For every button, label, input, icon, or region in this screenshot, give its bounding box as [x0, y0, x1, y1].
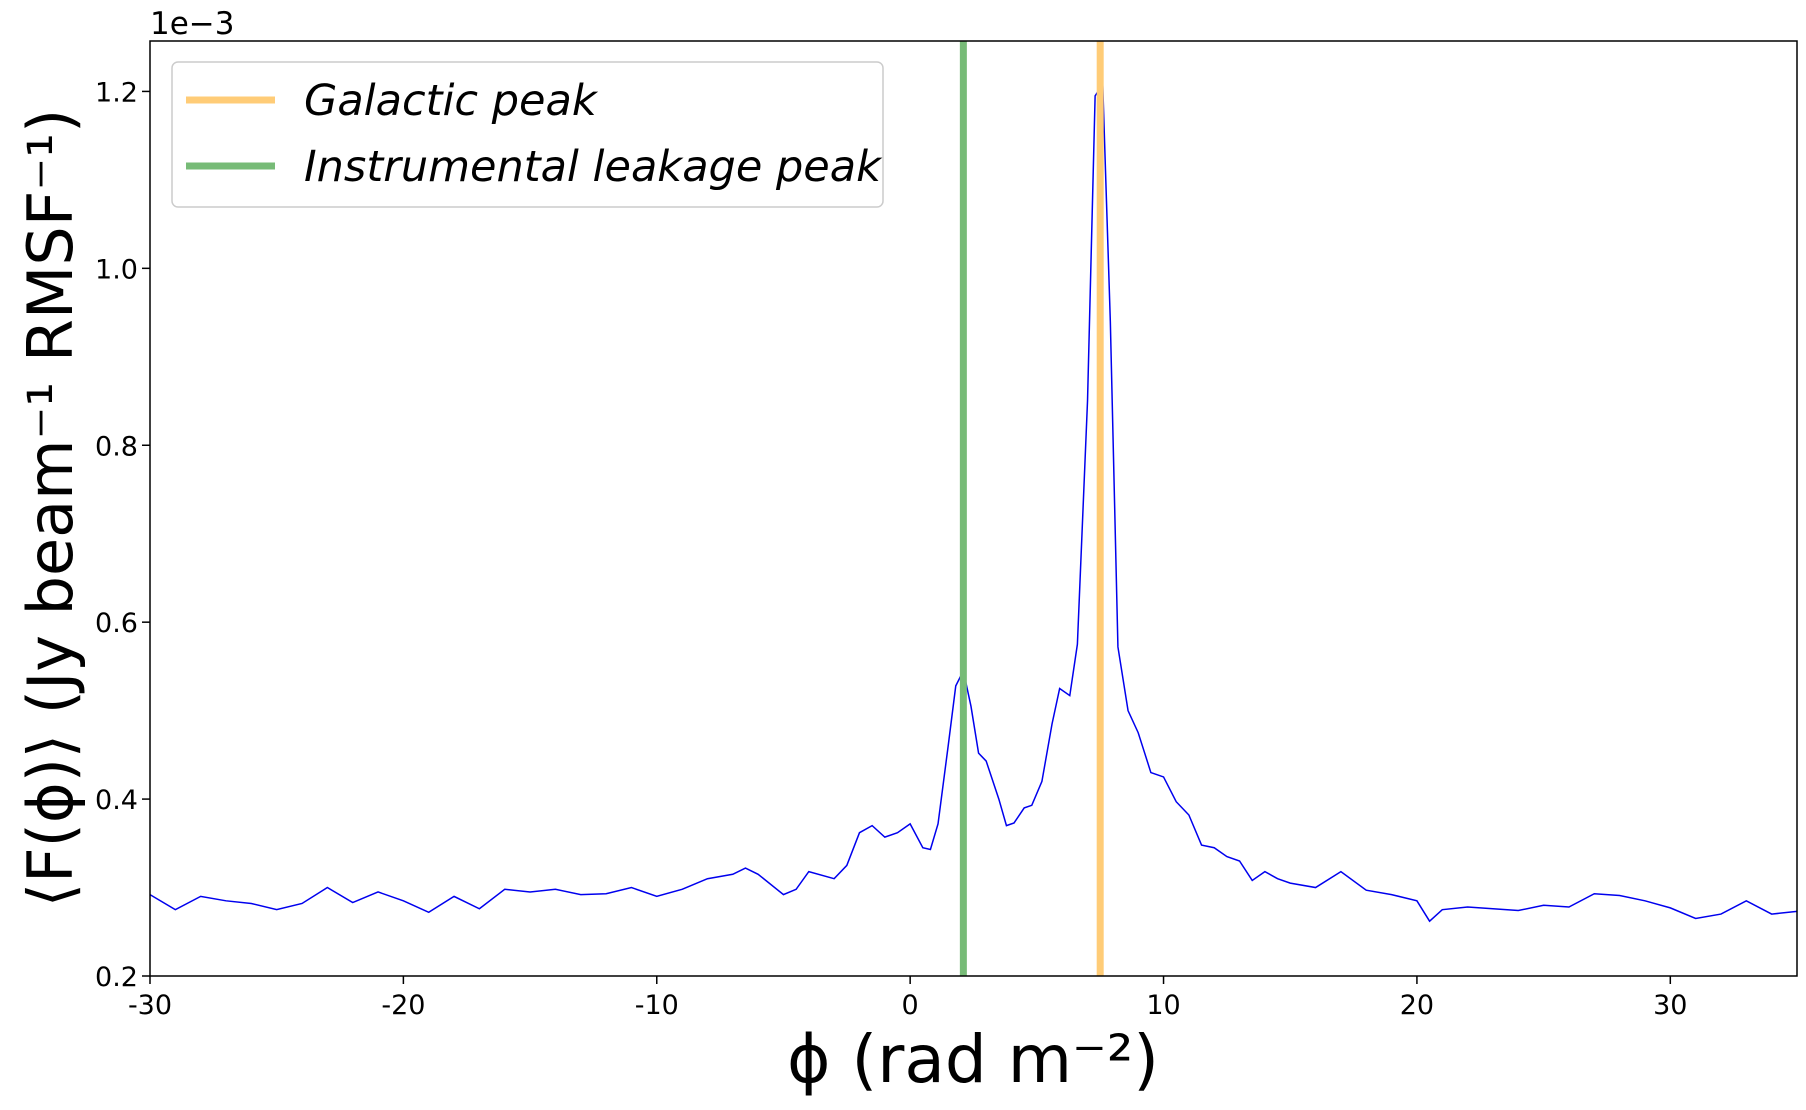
y-tick-label: 0.8 [95, 431, 138, 462]
x-tick-label: -20 [381, 990, 425, 1021]
x-tick-label: 10 [1146, 990, 1180, 1021]
x-tick-label: 30 [1653, 990, 1687, 1021]
plot-frame [149, 40, 1798, 977]
y-tick-label: 0.6 [95, 608, 138, 639]
data-line [149, 81, 1798, 923]
y-tick-label: 0.2 [95, 962, 138, 993]
y-tick-label: 1.0 [95, 254, 138, 285]
x-tick-label: 0 [902, 990, 919, 1021]
y-axis-label: ⟨F(ϕ)⟩ (Jy beam⁻¹ RMSF⁻¹) [14, 109, 87, 907]
y-tick-label: 0.4 [95, 785, 138, 816]
offset-text: 1e−3 [150, 6, 235, 42]
y-tick-label: 1.2 [95, 77, 138, 108]
x-tick-label: -30 [128, 990, 172, 1021]
x-tick-label: 20 [1400, 990, 1434, 1021]
legend-label: Galactic peak [304, 76, 599, 126]
x-tick-label: -10 [635, 990, 679, 1021]
x-axis-label: ϕ (rad m⁻²) [787, 1021, 1159, 1098]
legend-box [171, 61, 884, 208]
legend-label: Instrumental leakage peak [304, 142, 883, 192]
